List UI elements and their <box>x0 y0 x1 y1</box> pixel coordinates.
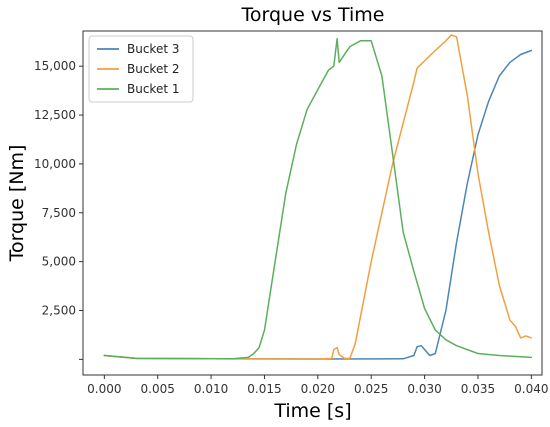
x-tick-label: 0.030 <box>407 382 441 396</box>
y-tick-label: 12,500 <box>34 108 76 122</box>
series-line-bucket-1 <box>103 38 533 360</box>
x-tick-label: 0.020 <box>301 382 335 396</box>
series-line-bucket-2 <box>103 34 533 360</box>
x-tick-label: 0.035 <box>461 382 495 396</box>
legend-label: Bucket 3 <box>127 42 180 56</box>
legend: Bucket 3 Bucket 2 Bucket 1 <box>88 35 194 103</box>
y-tick-label: 7,500 <box>42 206 76 220</box>
y-tick-label: 5,000 <box>42 255 76 269</box>
x-tick-label: 0.040 <box>514 382 548 396</box>
y-tick-label: 2,500 <box>42 304 76 318</box>
chart-title: Torque vs Time <box>241 4 385 26</box>
legend-label: Bucket 2 <box>127 62 180 76</box>
y-tick-label: 10,000 <box>34 157 76 171</box>
y-axis: 2,500 5,000 7,500 10,000 12,500 15,000 <box>34 59 83 360</box>
legend-box <box>88 35 194 103</box>
x-tick-label: 0.025 <box>354 382 388 396</box>
legend-label: Bucket 1 <box>127 82 180 96</box>
x-axis-label: Time [s] <box>273 400 351 422</box>
x-tick-label: 0.000 <box>87 382 121 396</box>
x-axis: 0.000 0.005 0.010 0.015 0.020 0.025 0.030 0.035… <box>87 375 549 396</box>
x-tick-label: 0.005 <box>141 382 175 396</box>
y-tick-label: 15,000 <box>34 59 76 73</box>
series-layer <box>103 34 533 360</box>
x-tick-label: 0.010 <box>194 382 228 396</box>
plot-frame <box>82 30 543 376</box>
x-tick-label: 0.015 <box>247 382 281 396</box>
y-axis-label: Torque [Nm] <box>6 145 28 263</box>
